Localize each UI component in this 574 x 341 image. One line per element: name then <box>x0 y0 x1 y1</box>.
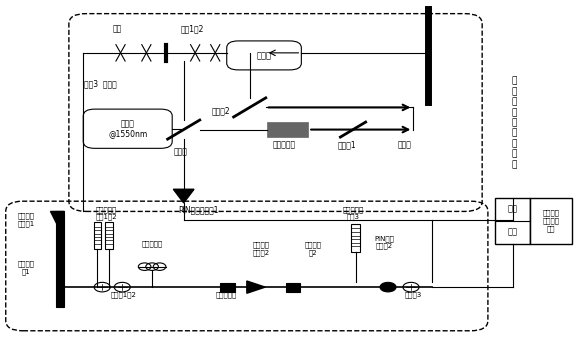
Bar <box>267 122 308 137</box>
Text: 光纤布拉格
光栅3: 光纤布拉格 光栅3 <box>342 206 364 220</box>
Text: 环行器1、2: 环行器1、2 <box>110 292 137 298</box>
Circle shape <box>380 282 396 292</box>
Text: 偏振分束器: 偏振分束器 <box>216 292 238 298</box>
FancyBboxPatch shape <box>227 41 301 70</box>
Bar <box>286 283 300 292</box>
Text: 激
光
发
射
及
收
集
系
统: 激 光 发 射 及 收 集 系 统 <box>511 77 517 169</box>
Text: 掺铒光纤
放大器1: 掺铒光纤 放大器1 <box>17 213 34 227</box>
Text: 偏振控制器: 偏振控制器 <box>141 240 163 247</box>
Text: 带通滤波
器1: 带通滤波 器1 <box>17 261 34 275</box>
Text: 望远镜: 望远镜 <box>257 51 272 60</box>
Polygon shape <box>173 189 194 203</box>
Text: 透镜1、2: 透镜1、2 <box>181 25 204 33</box>
Text: 掺铒光纤
放大器2: 掺铒光纤 放大器2 <box>253 242 270 256</box>
Text: 透镜3  滤波片: 透镜3 滤波片 <box>84 79 117 88</box>
Polygon shape <box>51 211 64 225</box>
Text: 高反镜2: 高反镜2 <box>212 106 230 115</box>
Text: 开始: 开始 <box>507 205 518 214</box>
Text: 时间相关
单光子计
数器: 时间相关 单光子计 数器 <box>542 210 560 232</box>
Bar <box>220 283 235 292</box>
Text: 高反镜1: 高反镜1 <box>338 140 356 149</box>
FancyBboxPatch shape <box>83 109 172 148</box>
Bar <box>105 222 113 249</box>
Bar <box>495 198 530 244</box>
Text: PIN光电
二极管2: PIN光电 二极管2 <box>375 235 394 249</box>
Text: 光阑: 光阑 <box>113 25 122 33</box>
Bar <box>56 211 64 307</box>
Text: 分光镜: 分光镜 <box>174 147 188 156</box>
Text: 激光器
@1550nm: 激光器 @1550nm <box>108 119 148 138</box>
Text: 带通滤波
器2: 带通滤波 器2 <box>304 242 321 256</box>
Text: PIN光电二极管1: PIN光电二极管1 <box>178 205 218 214</box>
Text: 准直扩束器: 准直扩束器 <box>273 140 296 149</box>
Bar <box>94 222 101 249</box>
Polygon shape <box>247 281 265 293</box>
Text: 目标物: 目标物 <box>398 140 412 149</box>
Bar <box>530 198 572 244</box>
Text: 光纤布拉格
光栅1、2: 光纤布拉格 光栅1、2 <box>95 206 117 220</box>
Text: 结束: 结束 <box>507 228 518 237</box>
Bar <box>351 224 360 252</box>
Text: 环行器3: 环行器3 <box>405 292 422 298</box>
